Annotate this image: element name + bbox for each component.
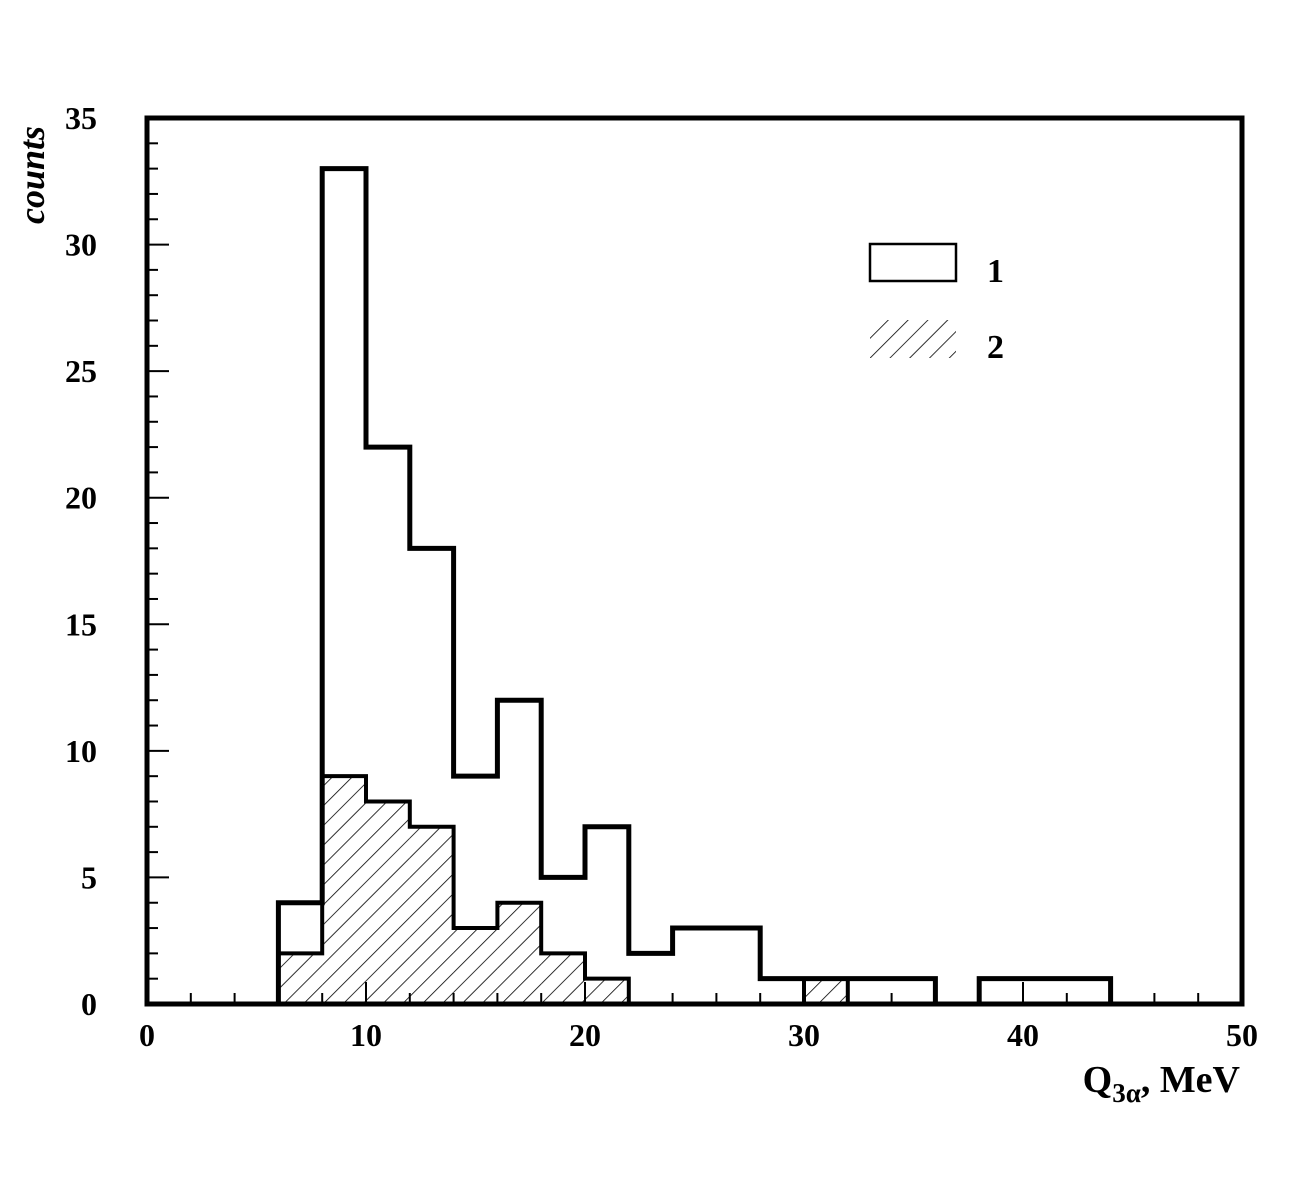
hist-bar-series-2-fill — [278, 953, 323, 1004]
hist-bar-series-2-fill — [541, 953, 585, 1004]
y-tick-label: 5 — [81, 859, 97, 895]
hist-bar-series-2-fill — [453, 928, 498, 1004]
x-axis-label: Q3α, MeV — [1083, 1059, 1241, 1108]
y-tick-label: 15 — [65, 606, 97, 642]
x-tick-label: 20 — [569, 1017, 601, 1053]
x-tick-label: 30 — [788, 1017, 820, 1053]
legend: 1 2 — [868, 242, 1004, 366]
hist-outline-series-1 — [275, 166, 938, 1004]
hist-bar-series-2-fill — [366, 801, 410, 1004]
hist-bar-series-2-fill — [409, 826, 454, 1004]
x-tick-label: 50 — [1226, 1017, 1258, 1053]
y-tick-label: 35 — [65, 100, 97, 136]
y-tick-label: 20 — [65, 480, 97, 516]
hist-outline-series-1 — [976, 976, 1114, 1004]
x-axis-label-unit: , MeV — [1141, 1059, 1241, 1101]
y-tick-label: 10 — [65, 733, 97, 769]
legend-label-series-2: 2 — [987, 329, 1004, 366]
legend-label-series-1: 1 — [987, 253, 1004, 290]
x-tick-label: 40 — [1007, 1017, 1039, 1053]
histogram-series-layer — [275, 166, 1114, 1004]
y-tick-label: 25 — [65, 353, 97, 389]
hist-bar-series-2-fill — [497, 902, 542, 1004]
hist-bar-series-2-fill — [322, 776, 366, 1004]
y-tick-label: 30 — [65, 227, 97, 263]
x-tick-label: 0 — [139, 1017, 155, 1053]
plot-frame — [144, 115, 1245, 1007]
y-tick-label: 0 — [81, 986, 97, 1022]
x-axis-label-main: Q — [1083, 1059, 1113, 1101]
legend-swatch-series-2 — [870, 320, 956, 358]
hist-bar-series-2-fill — [804, 978, 848, 1004]
hist-outline-series-2 — [276, 774, 631, 1004]
x-tick-label: 10 — [350, 1017, 382, 1053]
legend-swatch-series-1 — [868, 242, 958, 283]
x-axis-label-subscript: 3α — [1112, 1078, 1141, 1108]
axes-layer: 0 10 20 30 40 50 0 5 10 15 20 25 30 35 — [65, 100, 1258, 1053]
y-axis-label: counts — [12, 126, 52, 224]
hist-bar-series-2-fill — [585, 978, 629, 1004]
